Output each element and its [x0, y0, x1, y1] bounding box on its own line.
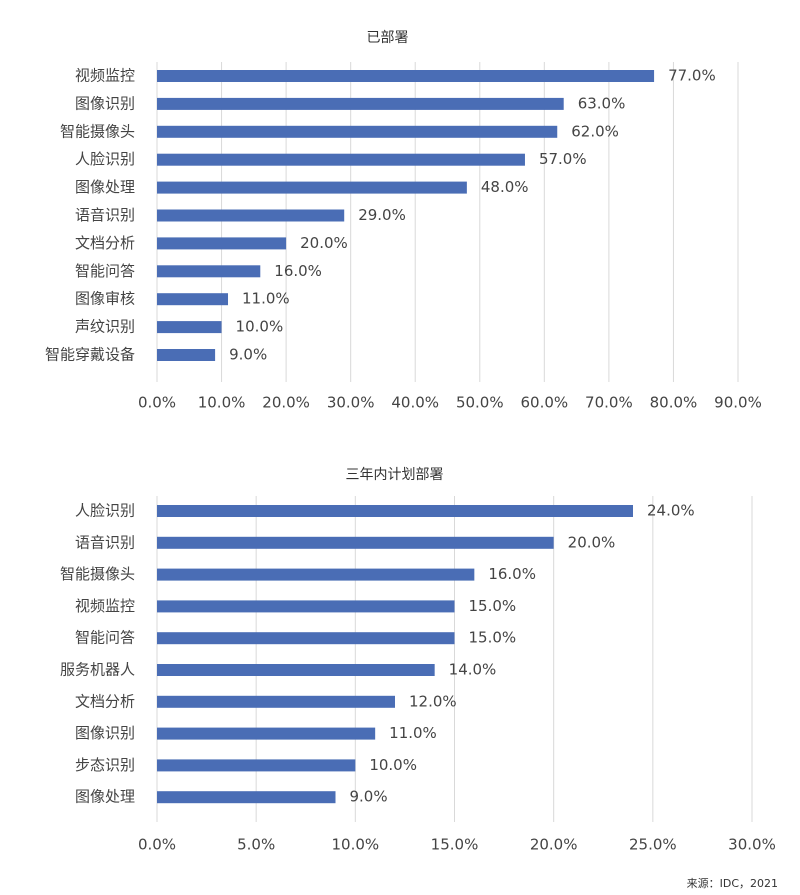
- y-tick-label: 步态识别: [75, 756, 135, 774]
- x-tick-label: 80.0%: [650, 394, 698, 412]
- y-tick-label: 智能问答: [75, 629, 135, 647]
- x-tick-label: 40.0%: [391, 394, 439, 412]
- bar: [157, 759, 356, 772]
- y-tick-label: 图像处理: [75, 788, 135, 806]
- x-tick-label: 0.0%: [138, 394, 176, 412]
- value-label: 14.0%: [449, 661, 497, 679]
- y-tick-label: 人脸识别: [75, 150, 135, 168]
- x-tick-label: 10.0%: [198, 394, 246, 412]
- y-tick-label: 文档分析: [75, 692, 135, 710]
- value-label: 48.0%: [481, 178, 529, 196]
- y-tick-label: 图像审核: [75, 290, 135, 308]
- y-tick-label: 视频监控: [75, 67, 135, 85]
- bar: [157, 695, 395, 708]
- bar: [157, 632, 455, 645]
- y-tick-label: 图像处理: [75, 178, 135, 196]
- y-tick-label: 图像识别: [75, 724, 135, 742]
- y-tick-label: 声纹识别: [75, 318, 135, 336]
- x-tick-label: 5.0%: [237, 836, 275, 854]
- x-tick-label: 15.0%: [431, 836, 479, 854]
- value-label: 29.0%: [358, 206, 406, 224]
- value-label: 15.0%: [469, 597, 517, 615]
- value-label: 63.0%: [578, 94, 626, 112]
- value-label: 15.0%: [469, 629, 517, 647]
- bar: [157, 181, 467, 194]
- y-tick-label: 智能摄像头: [60, 565, 135, 583]
- bar: [157, 349, 216, 361]
- value-label: 16.0%: [274, 262, 322, 280]
- value-label: 10.0%: [369, 756, 417, 774]
- bar: [157, 505, 633, 517]
- bar: [157, 97, 564, 110]
- chart-title: 已部署: [367, 30, 409, 46]
- bar: [157, 265, 261, 278]
- y-tick-label: 智能问答: [75, 262, 135, 280]
- value-label: 20.0%: [568, 533, 616, 551]
- x-tick-label: 30.0%: [327, 394, 375, 412]
- x-tick-label: 10.0%: [332, 836, 380, 854]
- source: 来源：IDC，2021: [687, 876, 778, 890]
- value-label: 62.0%: [571, 122, 619, 140]
- y-tick-label: 智能穿戴设备: [45, 346, 135, 364]
- y-tick-label: 语音识别: [75, 206, 135, 224]
- bar: [157, 568, 475, 581]
- bar: [157, 125, 558, 138]
- x-tick-label: 30.0%: [728, 836, 776, 854]
- value-label: 10.0%: [236, 318, 284, 336]
- bar: [157, 293, 229, 306]
- bar: [157, 209, 345, 222]
- value-label: 11.0%: [389, 724, 437, 742]
- y-tick-label: 智能摄像头: [60, 122, 135, 140]
- bar: [157, 237, 287, 250]
- x-tick-label: 70.0%: [585, 394, 633, 412]
- y-tick-label: 语音识别: [75, 533, 135, 551]
- value-label: 12.0%: [409, 692, 457, 710]
- y-tick-label: 视频监控: [75, 597, 135, 615]
- x-tick-label: 90.0%: [714, 394, 762, 412]
- x-tick-label: 20.0%: [262, 394, 310, 412]
- value-label: 16.0%: [488, 565, 536, 583]
- bar: [157, 153, 525, 166]
- value-label: 11.0%: [242, 290, 290, 308]
- chart-title: 三年内计划部署: [346, 467, 444, 483]
- y-tick-label: 文档分析: [75, 234, 135, 252]
- x-tick-label: 50.0%: [456, 394, 504, 412]
- bar: [157, 70, 655, 82]
- value-label: 9.0%: [350, 788, 388, 806]
- bar: [157, 727, 376, 740]
- x-tick-label: 0.0%: [138, 836, 176, 854]
- value-label: 20.0%: [300, 234, 348, 252]
- value-label: 77.0%: [668, 67, 716, 85]
- bar: [157, 664, 435, 676]
- bar: [157, 536, 554, 549]
- x-tick-label: 60.0%: [521, 394, 569, 412]
- bar: [157, 600, 455, 613]
- y-tick-label: 图像识别: [75, 94, 135, 112]
- value-label: 9.0%: [229, 346, 267, 364]
- y-tick-label: 人脸识别: [75, 502, 135, 520]
- value-label: 57.0%: [539, 150, 587, 168]
- y-tick-label: 服务机器人: [60, 661, 135, 679]
- bar: [157, 791, 336, 804]
- bar: [157, 321, 222, 334]
- value-label: 24.0%: [647, 502, 695, 520]
- x-tick-label: 25.0%: [629, 836, 677, 854]
- x-tick-label: 20.0%: [530, 836, 578, 854]
